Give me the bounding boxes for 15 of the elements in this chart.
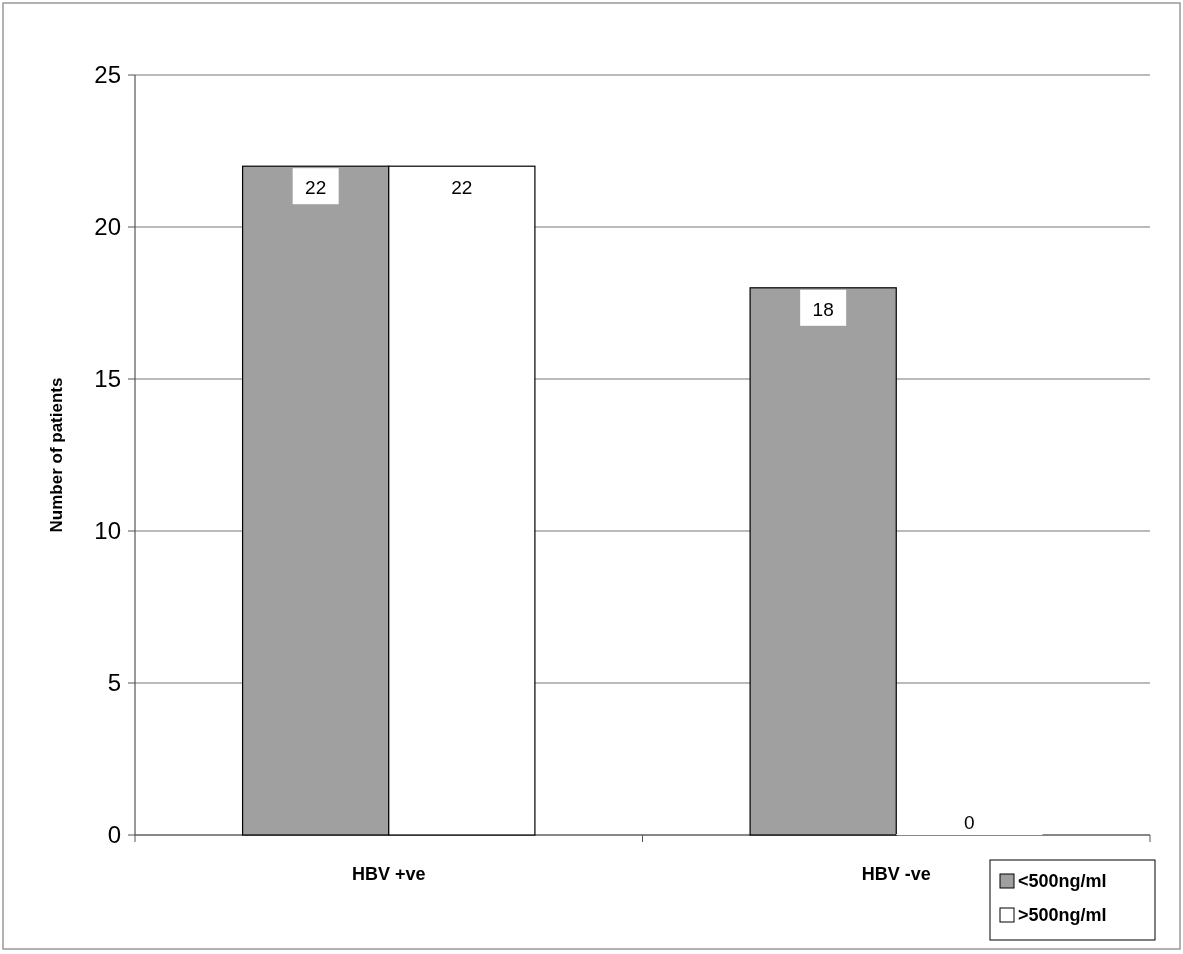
x-tick-label: HBV -ve bbox=[861, 864, 931, 884]
data-label: 22 bbox=[451, 177, 473, 199]
y-tick-label: 10 bbox=[94, 517, 121, 545]
legend-label: <500ng/ml bbox=[1018, 871, 1107, 891]
y-tick-label: 15 bbox=[94, 365, 121, 393]
data-label: 22 bbox=[305, 177, 327, 199]
data-label: 0 bbox=[964, 812, 975, 833]
y-tick-label: 0 bbox=[107, 821, 121, 849]
y-tick-label: 5 bbox=[107, 669, 121, 697]
x-tick-label: HBV +ve bbox=[351, 864, 426, 884]
data-label: 18 bbox=[812, 298, 834, 320]
y-tick-label: 25 bbox=[94, 61, 121, 89]
y-tick-label: 20 bbox=[94, 213, 121, 241]
legend-label: >500ng/ml bbox=[1018, 905, 1107, 925]
y-axis-title: Number of patients bbox=[47, 377, 66, 533]
